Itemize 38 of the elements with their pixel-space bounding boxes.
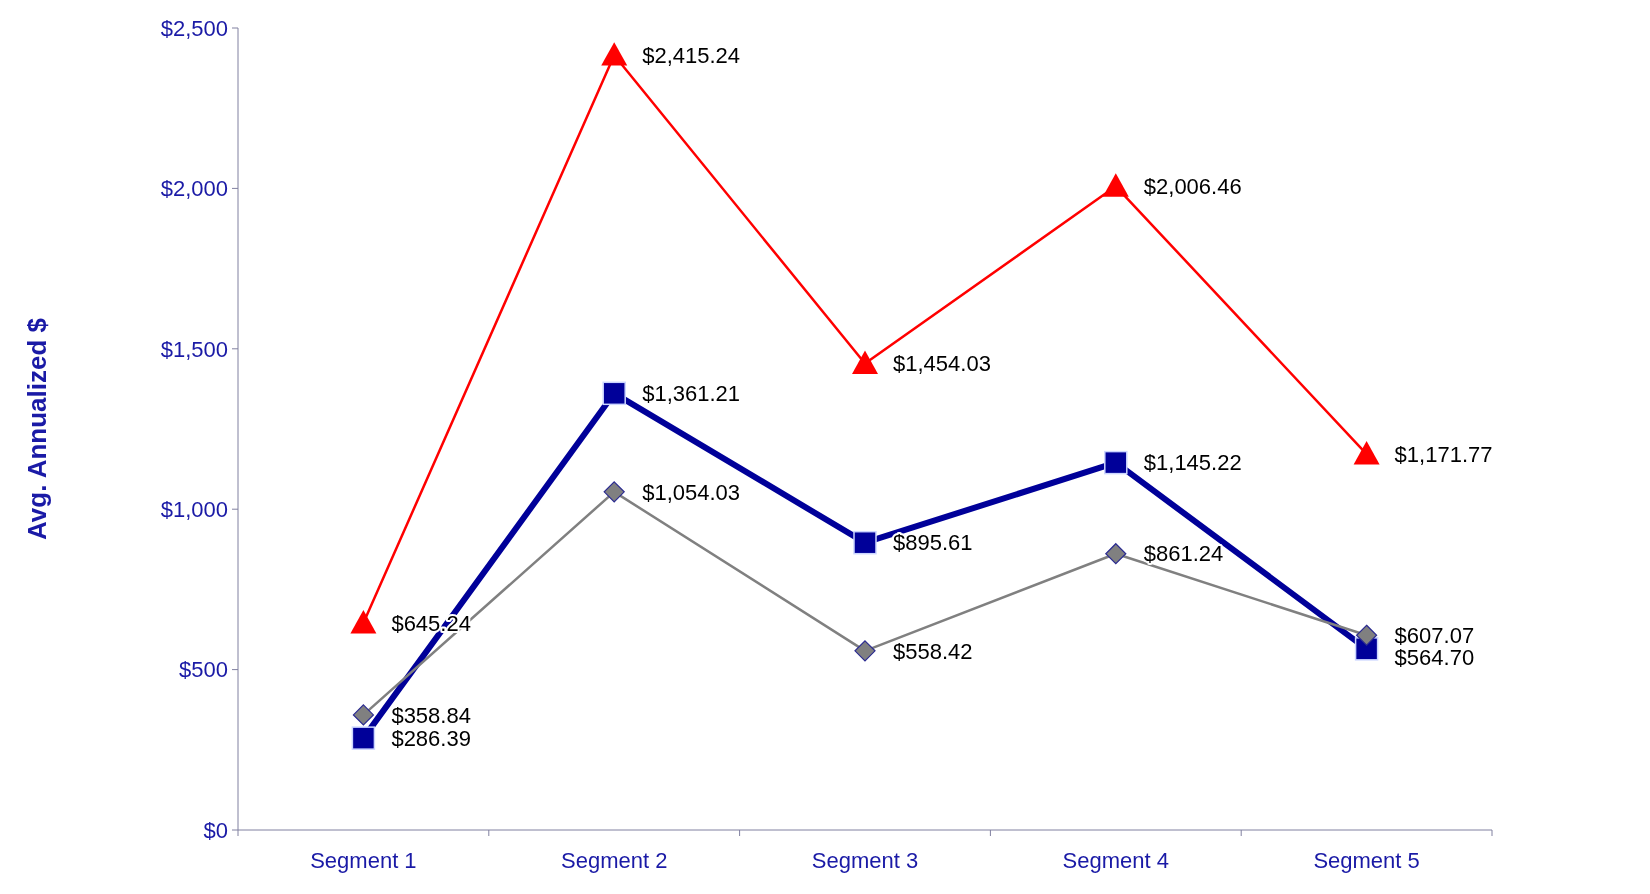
data-label: $1,145.22 — [1143, 450, 1242, 476]
x-tick-label: Segment 5 — [1313, 848, 1420, 873]
point — [1102, 173, 1129, 197]
data-label: $1,454.03 — [893, 351, 991, 377]
point — [1356, 624, 1378, 646]
y-tick-label: $2,500 — [160, 15, 228, 41]
point — [601, 42, 628, 66]
y-tick-label: $0 — [203, 817, 228, 843]
data-label: $558.42 — [893, 638, 973, 664]
y-tick-label: $2,000 — [160, 176, 228, 202]
x-tick-label: Segment 4 — [1062, 848, 1169, 873]
x-tick-label: Segment 2 — [561, 848, 668, 873]
data-label: $2,006.46 — [1143, 174, 1242, 200]
point — [352, 704, 374, 726]
point — [852, 350, 878, 374]
data-label: $2,415.24 — [642, 42, 741, 68]
point — [1105, 543, 1127, 565]
point — [1353, 441, 1380, 465]
data-label: $286.39 — [391, 725, 471, 751]
y-tick-label: $1,000 — [160, 496, 228, 522]
data-label: $895.61 — [893, 530, 973, 556]
data-label: $1,054.03 — [642, 479, 741, 505]
data-label: $1,361.21 — [642, 381, 741, 407]
point — [1104, 450, 1128, 475]
point — [351, 726, 376, 750]
y-tick-label: $500 — [179, 657, 228, 683]
point — [602, 381, 626, 406]
x-tick-label: Segment 1 — [310, 848, 417, 873]
y-tick-label: $1,500 — [160, 336, 228, 362]
point — [603, 481, 625, 503]
data-label: $358.84 — [391, 702, 471, 728]
data-label: $861.24 — [1143, 541, 1224, 567]
point — [854, 640, 876, 662]
point — [350, 610, 377, 634]
y-axis-title: Avg. Annualized $ — [22, 317, 52, 540]
point — [853, 530, 877, 555]
x-tick-label: Segment 3 — [811, 848, 919, 873]
data-label: $1,171.77 — [1394, 441, 1493, 467]
